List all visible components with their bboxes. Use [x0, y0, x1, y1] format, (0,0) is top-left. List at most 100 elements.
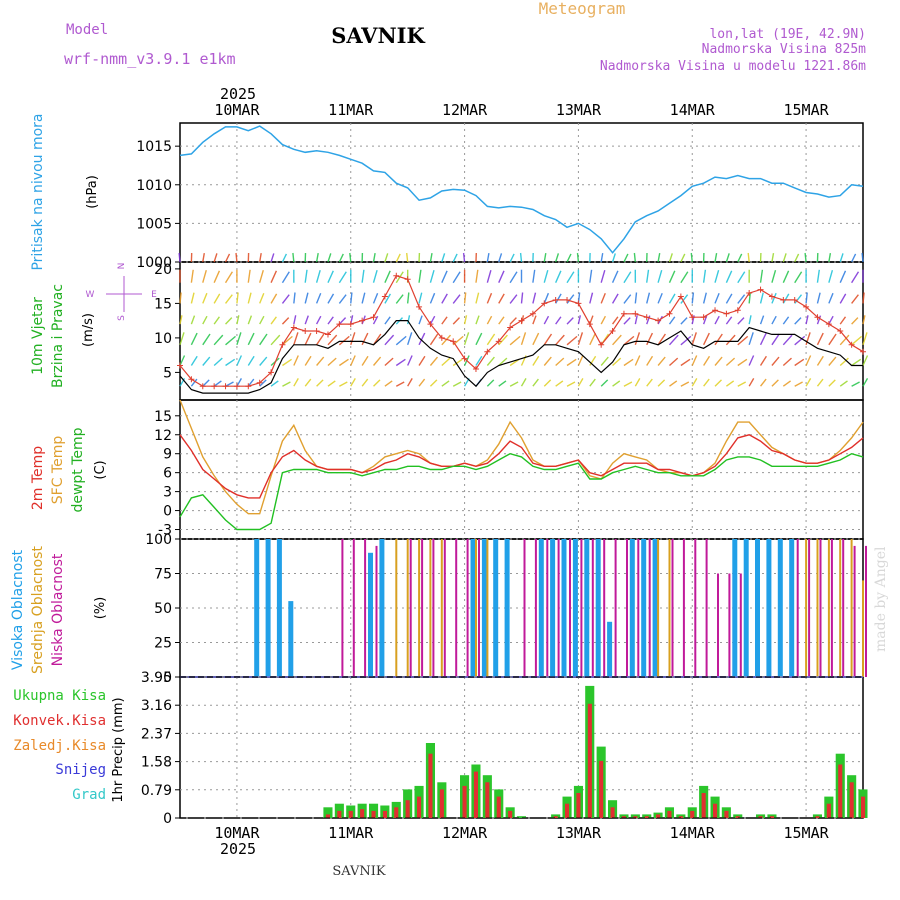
wind-direction-arrow: [338, 358, 349, 367]
y-tick-label: 100: [145, 532, 172, 548]
wind-direction-arrow: [555, 357, 565, 367]
wind-direction-arrow: [782, 316, 790, 325]
wind-direction-arrow: [828, 356, 837, 366]
wind-direction-arrow: [737, 358, 748, 367]
wind-direction-arrow: [623, 317, 631, 325]
cloud-bar: [486, 539, 489, 677]
gust-marker: [677, 293, 684, 300]
y-tick-label: 25: [154, 636, 172, 652]
wind-direction-arrow: [304, 355, 312, 366]
wind-direction-arrow: [202, 356, 211, 366]
temp-title-2: SFC Temp: [50, 436, 66, 505]
wind-direction-arrow: [748, 332, 754, 346]
wind-direction-arrow: [225, 381, 234, 387]
wind-direction-arrow: [361, 269, 365, 283]
wind-direction-arrow: [714, 252, 718, 263]
wind-direction-arrow: [190, 269, 194, 283]
gust-marker: [643, 314, 650, 321]
precip-legend-total: Ukupna Kisa: [13, 688, 106, 704]
wind-direction-arrow: [714, 356, 723, 366]
y-tick-label: 1010: [136, 178, 172, 194]
wind-direction-arrow: [759, 269, 764, 283]
wind-direction-arrow: [657, 379, 666, 387]
wind-direction-arrow: [623, 381, 633, 387]
cloud-bar: [432, 539, 435, 677]
wind-direction-arrow: [190, 292, 195, 304]
wind-direction-arrow: [771, 315, 777, 325]
precip-conv-bar: [417, 796, 422, 818]
wind-direction-arrow: [805, 315, 809, 325]
wind-direction-arrow: [338, 253, 344, 263]
wind-direction-arrow: [292, 252, 295, 263]
pressure-unit: (hPa): [85, 175, 100, 209]
wind-direction-arrow: [668, 270, 676, 283]
y-tick-label: 1005: [136, 216, 172, 232]
cloud-bar: [440, 539, 443, 677]
cloud-bar: [682, 539, 685, 677]
y-tick-label: 0: [163, 670, 172, 686]
y-tick-label: 15: [154, 296, 172, 312]
wind-direction-arrow: [463, 315, 468, 325]
cloud-bar: [443, 539, 446, 677]
wind-direction-arrow: [668, 334, 679, 346]
y-tick-label: 2.37: [141, 726, 172, 742]
wind-direction-arrow: [407, 332, 413, 346]
wind-direction-arrow: [372, 292, 379, 304]
precip-conv-bar: [587, 703, 592, 818]
cloud-bar: [839, 539, 842, 677]
gust-marker: [450, 338, 457, 345]
wind-direction-arrow: [851, 381, 860, 387]
cloud-bar: [406, 539, 409, 677]
day-label-bottom: 11MAR: [328, 824, 374, 842]
gust-marker: [404, 276, 411, 283]
cloud-bar: [523, 539, 526, 677]
wind-direction-arrow: [782, 357, 792, 367]
wind-direction-arrow: [316, 333, 325, 346]
wind-direction-arrow: [680, 294, 689, 304]
wind-direction-arrow: [259, 379, 267, 387]
precip-conv-bar: [701, 793, 706, 818]
wind-direction-arrow: [566, 381, 576, 387]
cloud-bar: [652, 539, 658, 677]
gust-marker: [734, 307, 741, 314]
wind-direction-arrow: [247, 355, 255, 366]
wind-direction-arrow: [225, 335, 236, 346]
cloud-bar: [668, 539, 671, 677]
wind-direction-arrow: [555, 316, 562, 325]
cloud-bar: [572, 539, 578, 677]
wind-direction-arrow: [281, 317, 290, 325]
wind-direction-arrow: [600, 270, 606, 283]
wind-direction-arrow: [441, 357, 451, 367]
wind-direction-arrow: [794, 317, 802, 325]
wind-direction-arrow: [555, 270, 562, 283]
wind-direction-arrow: [270, 270, 278, 283]
wind-direction-arrow: [794, 381, 803, 387]
wind-direction-arrow: [350, 355, 356, 366]
precip-conv-bar: [371, 810, 376, 818]
precip-conv-bar: [656, 814, 661, 818]
wind-direction-arrow: [441, 334, 452, 346]
wind-direction-arrow: [395, 253, 401, 263]
wind-direction-arrow: [224, 253, 231, 263]
wind-direction-arrow: [600, 356, 609, 366]
wind-direction-arrow: [281, 335, 293, 346]
wind-direction-arrow: [429, 252, 433, 263]
plot-layer: 10MAR 10MAR 11MAR 11MAR 12MAR 12MAR 13MAR 13MAR…: [136, 101, 869, 842]
precip-conv-bar: [553, 816, 558, 818]
wind-direction-arrow: [202, 292, 208, 304]
wind-direction-arrow: [680, 335, 692, 346]
gust-marker: [666, 310, 673, 317]
precip-legend-frz: Zaledj.Kisa: [13, 738, 106, 754]
cloud-title-3: Niska Oblacnost: [50, 553, 66, 666]
wind-direction-arrow: [384, 334, 395, 346]
wind-direction-arrow: [862, 292, 865, 304]
wind-direction-arrow: [612, 334, 622, 346]
wind-direction-arrow: [612, 357, 622, 367]
wind-direction-arrow: [759, 332, 767, 346]
precip-conv-bar: [633, 816, 638, 818]
wind-direction-arrow: [782, 293, 790, 304]
station-title: SAVNIK: [331, 23, 425, 48]
day-label-top: 11MAR: [328, 101, 374, 119]
wind-direction-arrow: [577, 315, 581, 325]
wind-direction-arrow: [213, 253, 218, 263]
